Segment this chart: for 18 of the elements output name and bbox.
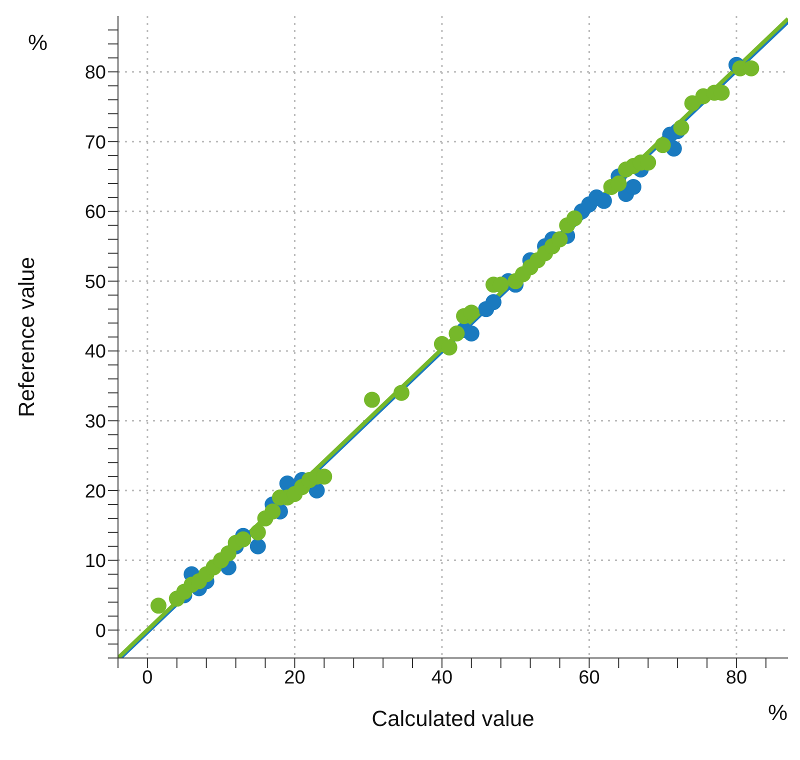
y-tick-label: 0 — [95, 620, 106, 642]
x-tick-label: 0 — [142, 667, 153, 688]
x-tick-label: 60 — [578, 667, 600, 688]
text: % — [28, 30, 48, 56]
y-tick-label: 30 — [84, 411, 106, 432]
y-tick-label: 70 — [84, 132, 106, 154]
y-tick-label: 40 — [84, 342, 106, 363]
y-tick-label: 80 — [84, 62, 106, 84]
y-tick-label: 50 — [84, 272, 106, 293]
x-tick-label: 40 — [431, 667, 453, 688]
y-axis-title: Reference value — [14, 256, 39, 418]
x-tick-label: 20 — [284, 667, 306, 688]
x-tick-label: 80 — [726, 667, 748, 688]
y-tick-label: 20 — [84, 481, 106, 502]
text: % — [768, 700, 788, 726]
y-tick-label: 60 — [84, 202, 106, 224]
x-axis-title: Calculated value — [372, 706, 534, 731]
y-tick-label: 10 — [84, 551, 106, 572]
